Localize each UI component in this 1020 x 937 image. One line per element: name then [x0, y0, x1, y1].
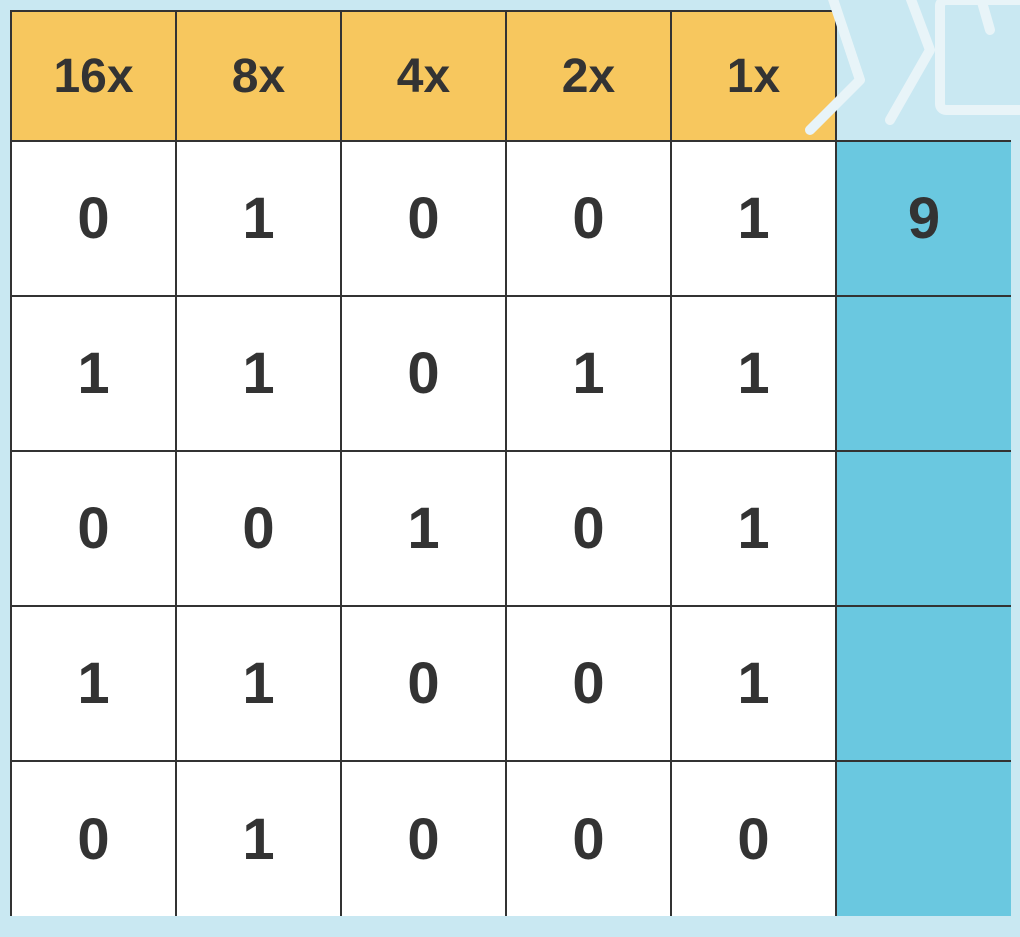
bit-cell: 0 [671, 761, 836, 916]
header-8x: 8x [176, 11, 341, 141]
header-row: 16x 8x 4x 2x 1x [11, 11, 1011, 141]
header-2x: 2x [506, 11, 671, 141]
bit-cell: 0 [506, 451, 671, 606]
table-row: 0 0 1 0 1 [11, 451, 1011, 606]
bit-cell: 1 [671, 451, 836, 606]
header-1x: 1x [671, 11, 836, 141]
bit-cell: 0 [506, 761, 671, 916]
bit-cell: 1 [176, 606, 341, 761]
bit-cell: 0 [11, 451, 176, 606]
bit-cell: 1 [176, 141, 341, 296]
header-16x: 16x [11, 11, 176, 141]
bit-cell: 0 [341, 761, 506, 916]
bit-cell: 1 [11, 606, 176, 761]
table-row: 1 1 0 0 1 [11, 606, 1011, 761]
table-row: 1 1 0 1 1 [11, 296, 1011, 451]
bit-cell: 0 [341, 296, 506, 451]
answer-cell[interactable]: 9 [836, 141, 1011, 296]
answer-cell[interactable] [836, 606, 1011, 761]
bit-cell: 1 [176, 761, 341, 916]
table-row: 0 1 0 0 0 [11, 761, 1011, 916]
bit-cell: 0 [506, 141, 671, 296]
bit-cell: 0 [341, 141, 506, 296]
answer-cell[interactable] [836, 761, 1011, 916]
bit-cell: 1 [506, 296, 671, 451]
bit-cell: 1 [341, 451, 506, 606]
bit-cell: 1 [671, 606, 836, 761]
binary-table-container: 16x 8x 4x 2x 1x 0 1 0 0 1 9 1 1 0 1 [0, 0, 1020, 916]
bit-cell: 0 [176, 451, 341, 606]
bit-cell: 1 [671, 296, 836, 451]
bit-cell: 0 [506, 606, 671, 761]
bit-cell: 1 [11, 296, 176, 451]
table-row: 0 1 0 0 1 9 [11, 141, 1011, 296]
header-answer [836, 11, 1011, 141]
header-4x: 4x [341, 11, 506, 141]
bit-cell: 0 [11, 761, 176, 916]
bit-cell: 1 [671, 141, 836, 296]
answer-cell[interactable] [836, 451, 1011, 606]
answer-cell[interactable] [836, 296, 1011, 451]
binary-table: 16x 8x 4x 2x 1x 0 1 0 0 1 9 1 1 0 1 [10, 10, 1011, 916]
bit-cell: 0 [341, 606, 506, 761]
bit-cell: 1 [176, 296, 341, 451]
bit-cell: 0 [11, 141, 176, 296]
